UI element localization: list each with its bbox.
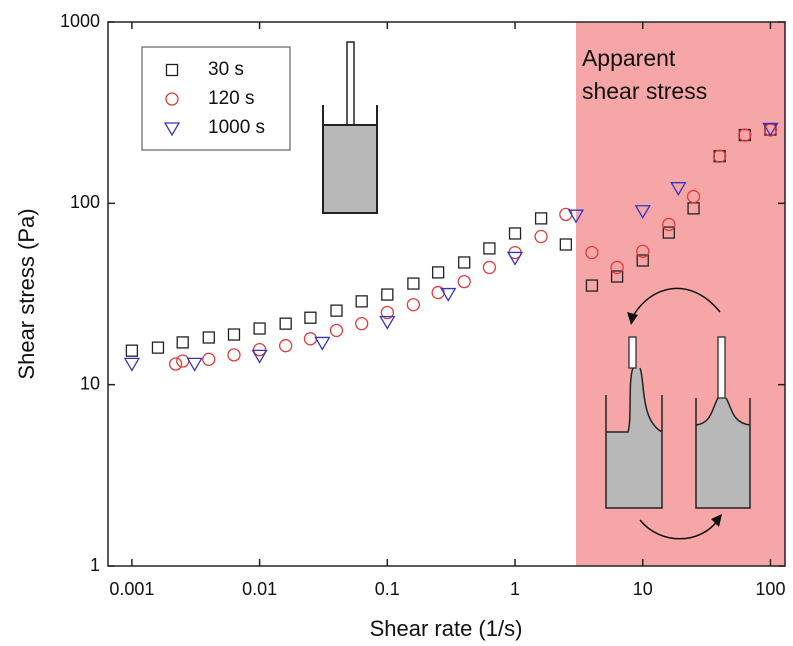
marker-square — [151, 341, 165, 354]
legend-label: 30 s — [208, 59, 244, 80]
inset-fluid-left — [606, 368, 662, 508]
region-label: shear stress — [582, 78, 707, 104]
marker-square — [662, 226, 675, 239]
marker-triangle — [186, 357, 203, 372]
inset-outline-right — [695, 397, 751, 509]
marker-square — [458, 256, 471, 269]
x-tick-label: 10 — [633, 579, 653, 599]
marker-square — [125, 344, 139, 357]
y-tick-label: 1000 — [60, 11, 100, 31]
marker-triangle — [251, 349, 268, 364]
inset-container — [322, 105, 378, 214]
plot-frame — [107, 21, 786, 567]
marker-circle — [662, 217, 676, 232]
marker-square — [202, 331, 215, 344]
legend-marker — [165, 92, 179, 106]
marker-circle — [482, 260, 497, 275]
x-tick-label: 0.001 — [109, 579, 154, 599]
marker-square — [381, 288, 394, 301]
marker-circle — [610, 260, 624, 275]
marker-triangle — [440, 287, 457, 302]
inset-outline-left — [605, 367, 663, 509]
marker-circle — [279, 339, 293, 353]
inset-rod — [346, 41, 355, 126]
x-tick-label: 0.1 — [375, 579, 400, 599]
marker-triangle — [123, 357, 141, 372]
marker-square — [636, 254, 649, 267]
marker-square — [227, 328, 241, 341]
marker-square — [253, 322, 266, 335]
marker-triangle — [314, 336, 331, 351]
marker-square — [431, 266, 445, 279]
legend-marker — [163, 122, 181, 137]
y-tick-label: 1 — [90, 555, 100, 575]
arrow-head-bottom — [711, 514, 722, 527]
marker-circle — [738, 128, 752, 142]
marker-square — [508, 227, 522, 240]
legend-label: 120 s — [208, 88, 254, 109]
marker-circle — [585, 245, 599, 260]
marker-square — [610, 270, 624, 283]
arrow-bottom — [639, 519, 719, 540]
marker-triangle — [670, 182, 687, 196]
marker-square — [585, 279, 599, 292]
inset-rod-right — [717, 336, 726, 399]
y-tick-label: 10 — [80, 373, 100, 393]
marker-circle — [202, 352, 216, 366]
marker-circle — [686, 189, 701, 204]
marker-square — [534, 212, 548, 225]
marker-circle — [534, 229, 548, 244]
marker-triangle — [567, 209, 585, 224]
marker-triangle — [762, 122, 779, 137]
region-label: Apparent — [582, 45, 676, 71]
marker-square — [279, 317, 292, 330]
legend-marker — [165, 63, 179, 77]
marker-circle — [303, 332, 318, 346]
marker-square — [176, 336, 189, 349]
marker-triangle — [379, 315, 396, 330]
x-tick-label: 1 — [510, 579, 520, 599]
marker-square — [407, 277, 420, 290]
arrow-top — [631, 287, 721, 319]
marker-circle — [252, 342, 267, 357]
marker-circle — [227, 348, 241, 362]
marker-circle — [457, 274, 471, 289]
marker-triangle — [634, 205, 651, 220]
marker-circle — [355, 317, 369, 331]
x-tick-label: 100 — [755, 579, 785, 599]
marker-circle — [380, 305, 394, 320]
x-axis-title: Shear rate (1/s) — [370, 616, 523, 641]
marker-square — [304, 311, 317, 324]
marker-square — [559, 238, 572, 251]
marker-circle — [168, 357, 183, 371]
insets — [322, 41, 751, 540]
marker-circle — [329, 323, 344, 338]
marker-square — [330, 304, 343, 317]
inset-rod-left — [628, 336, 637, 369]
x-tick-label: 0.01 — [242, 579, 277, 599]
marker-circle — [176, 354, 190, 368]
marker-square — [355, 295, 368, 308]
marker-circle — [712, 149, 727, 163]
legend-label: 1000 s — [208, 117, 265, 138]
marker-circle — [406, 298, 421, 312]
marker-triangle — [506, 251, 524, 266]
y-tick-label: 100 — [70, 192, 100, 212]
marker-circle — [636, 244, 650, 258]
y-axis-title: Shear stress (Pa) — [14, 208, 39, 379]
inset-fluid-right — [696, 398, 750, 508]
marker-square — [483, 242, 496, 255]
arrow-head-top — [627, 312, 638, 325]
inset-fluid — [323, 125, 377, 213]
